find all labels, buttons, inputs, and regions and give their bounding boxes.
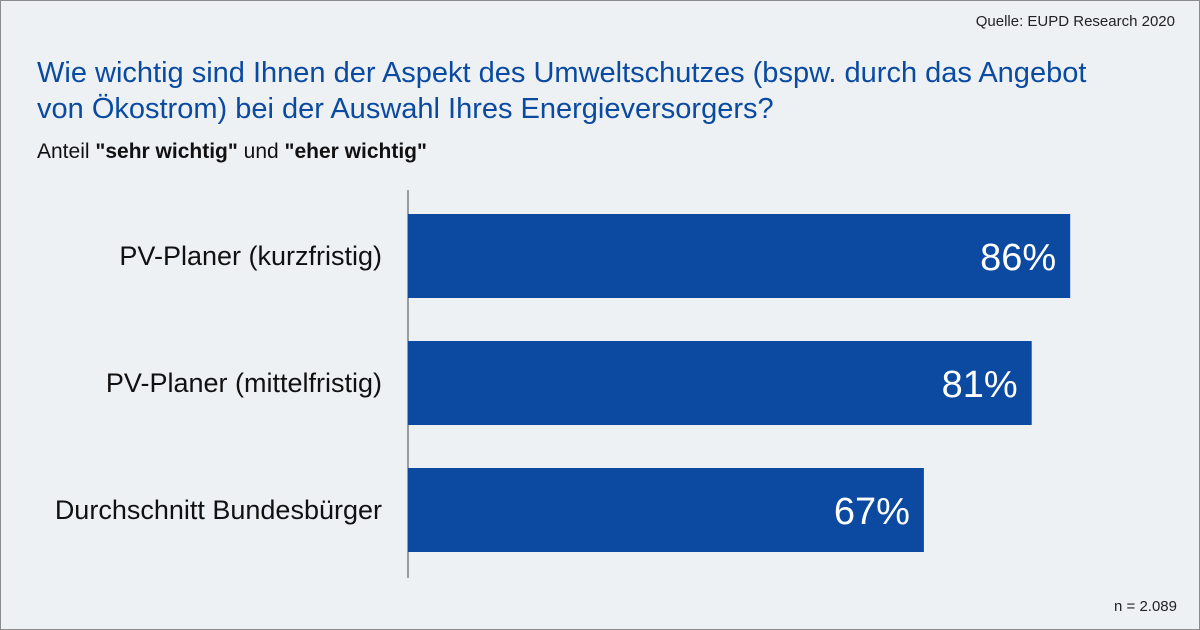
category-label: PV-Planer (kurzfristig) xyxy=(119,241,382,271)
category-label: PV-Planer (mittelfristig) xyxy=(106,368,382,398)
bar xyxy=(408,468,924,552)
subtitle-bold-1: "sehr wichtig" xyxy=(95,140,238,163)
sample-size-note: n = 2.089 xyxy=(1114,598,1177,615)
bar xyxy=(408,214,1071,298)
source-note: Quelle: EUPD Research 2020 xyxy=(975,13,1175,30)
value-label: 86% xyxy=(980,237,1056,279)
subtitle-prefix: Anteil xyxy=(37,140,96,163)
value-label: 81% xyxy=(942,364,1018,406)
subtitle-middle: und xyxy=(237,140,285,163)
value-label: 67% xyxy=(834,491,910,533)
subtitle-bold-2: "eher wichtig" xyxy=(284,140,427,163)
chart-subtitle: Anteil "sehr wichtig" und "eher wichtig" xyxy=(37,140,427,164)
bar xyxy=(408,341,1032,425)
category-label: Durchschnitt Bundesbürger xyxy=(55,495,382,525)
chart-title: Wie wichtig sind Ihnen der Aspekt des Um… xyxy=(37,57,1087,125)
